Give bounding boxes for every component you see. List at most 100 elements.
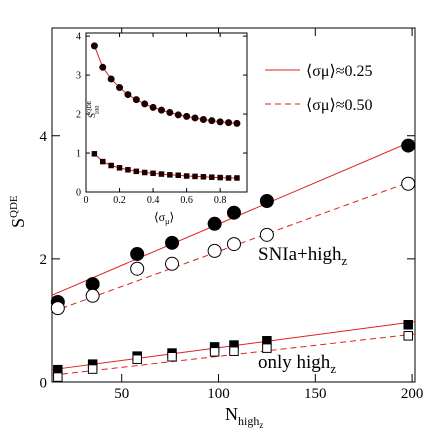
marker — [262, 343, 272, 353]
marker — [234, 175, 240, 181]
marker — [233, 119, 241, 127]
x-tick-label: 150 — [304, 386, 327, 402]
marker — [99, 63, 107, 71]
marker — [225, 119, 233, 127]
marker — [200, 174, 207, 180]
legend-label: ⟨σμ⟩≈0.50 — [306, 97, 372, 114]
annotation-sub: z — [330, 361, 336, 376]
legend-label: ⟨σμ⟩≈0.25 — [306, 63, 372, 80]
y-label-sup: QDE — [87, 100, 93, 113]
marker — [165, 256, 180, 271]
annotation-text: only high — [258, 352, 331, 373]
marker — [125, 167, 131, 173]
x-label-sub: high — [238, 414, 259, 428]
marker — [401, 138, 416, 153]
y-tick-label: 2 — [76, 110, 81, 121]
marker — [149, 103, 157, 111]
marker — [403, 331, 413, 341]
marker — [167, 172, 173, 178]
x-label-base: ⟨σ — [154, 210, 166, 224]
x-tick-label: 0 — [84, 195, 89, 206]
marker — [50, 301, 65, 316]
marker — [90, 42, 98, 50]
annotation: SNIa+highz — [258, 244, 348, 268]
x-tick-label: 0.8 — [214, 195, 227, 206]
marker — [167, 352, 177, 362]
marker — [174, 111, 182, 119]
marker — [403, 319, 413, 330]
marker — [259, 193, 274, 208]
x-label-end: ⟩ — [169, 210, 174, 224]
annotation: only highz — [258, 352, 336, 376]
x-tick-label: 100 — [207, 386, 230, 402]
marker — [209, 174, 215, 180]
marker — [229, 346, 239, 356]
annotation-text: SNIa+high — [258, 244, 342, 265]
marker — [141, 100, 149, 108]
marker — [91, 151, 98, 157]
marker — [226, 205, 241, 220]
marker — [133, 168, 140, 175]
y-axis-label: SQDE — [8, 195, 28, 228]
marker — [150, 170, 156, 177]
y-label-base: S — [87, 113, 97, 118]
marker — [107, 75, 115, 83]
marker — [132, 96, 140, 104]
marker — [116, 84, 124, 92]
marker — [225, 175, 232, 181]
x-axis-label: Nhighz — [225, 404, 263, 430]
marker — [116, 165, 123, 171]
marker — [217, 174, 223, 181]
marker — [259, 227, 274, 242]
marker — [208, 117, 216, 125]
x-tick-label: 0.4 — [147, 195, 160, 206]
x-axis-label: ⟨σμ⟩ — [154, 210, 174, 226]
x-tick-label: 0.6 — [180, 195, 193, 206]
marker — [207, 216, 222, 231]
marker — [199, 116, 207, 124]
marker — [192, 173, 198, 180]
marker — [165, 235, 180, 250]
y-tick-label: 4 — [40, 129, 48, 145]
marker — [183, 173, 190, 179]
marker — [216, 118, 224, 126]
y-label-sub: 100 — [95, 106, 101, 115]
y-axis-label: SQDE 100 — [87, 100, 101, 118]
marker — [85, 277, 100, 292]
marker — [100, 158, 106, 165]
marker — [130, 246, 145, 261]
marker — [157, 106, 165, 114]
marker — [132, 354, 142, 364]
annotation-sub: z — [342, 253, 348, 268]
marker — [158, 171, 165, 177]
marker — [183, 112, 191, 120]
y-tick-label: 0 — [76, 188, 81, 199]
marker — [401, 176, 416, 191]
y-tick-label: 4 — [76, 32, 81, 43]
x-tick-label: 50 — [114, 386, 129, 402]
x-tick-label: 0.2 — [113, 195, 126, 206]
y-label-base: S — [8, 218, 28, 228]
y-tick-label: 1 — [76, 149, 81, 160]
marker — [87, 364, 98, 374]
x-label-subsub: z — [259, 420, 263, 430]
marker — [130, 261, 145, 276]
x-label-sub: μ — [165, 217, 169, 226]
marker — [124, 91, 132, 99]
marker — [226, 237, 241, 252]
marker — [175, 172, 181, 178]
marker — [166, 109, 174, 116]
y-tick-label: 2 — [40, 252, 48, 268]
inset-plot: 0 0.2 0.4 0.6 0.8 0 1 2 3 4 ⟨σμ⟩ SQDE 100 — [76, 32, 248, 226]
y-label-sup: QDE — [8, 195, 20, 218]
y-tick-label: 0 — [40, 375, 48, 391]
marker — [108, 162, 114, 169]
marker — [141, 169, 148, 176]
marker — [209, 347, 220, 357]
marker — [85, 288, 100, 303]
marker — [207, 243, 222, 258]
y-tick-label: 3 — [76, 71, 81, 82]
marker — [191, 114, 199, 122]
x-tick-label: 200 — [401, 386, 424, 402]
